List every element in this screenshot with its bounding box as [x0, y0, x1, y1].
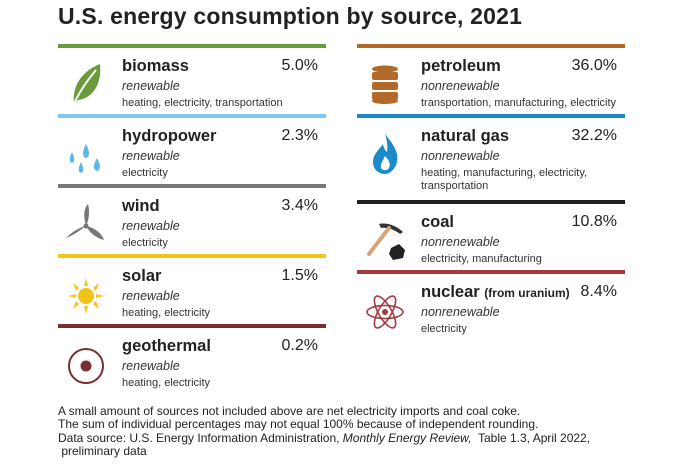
- source-uses: heating, electricity, transportation: [122, 97, 283, 109]
- source-kind: nonrenewable: [421, 305, 500, 319]
- source-kind: renewable: [122, 149, 180, 163]
- source-uses: electricity: [122, 167, 168, 179]
- footnotes: A small amount of sources not included a…: [58, 404, 591, 459]
- footnote-imports: A small amount of sources not included a…: [58, 404, 521, 418]
- leaf-icon: [64, 60, 108, 108]
- source-kind: renewable: [122, 219, 180, 233]
- source-percent: 10.8%: [571, 213, 617, 230]
- source-kind: renewable: [122, 79, 180, 93]
- source-name: nuclear (from uranium): [421, 283, 570, 302]
- source-name: geothermal: [122, 337, 211, 355]
- source-kind: renewable: [122, 359, 180, 373]
- source-kind: nonrenewable: [421, 79, 500, 93]
- source-name: petroleum: [421, 57, 501, 75]
- source-name: coal: [421, 213, 455, 231]
- source-kind: nonrenewable: [421, 235, 500, 249]
- source-card-hydropower: hydropower 2.3% renewable electricity: [58, 114, 326, 184]
- atom-icon: [363, 286, 407, 334]
- oil-barrel-icon: [363, 60, 407, 108]
- water-drops-icon: [64, 130, 108, 178]
- source-name: solar: [122, 267, 162, 285]
- source-card-wind: wind 3.4% renewable electricity: [58, 184, 326, 254]
- source-uses: heating, electricity: [122, 377, 211, 389]
- source-uses: electricity: [421, 323, 467, 335]
- source-name-qualifier: (from uranium): [484, 286, 570, 300]
- source-name: natural gas: [421, 127, 510, 145]
- geothermal-icon: [64, 340, 108, 388]
- page-title: U.S. energy consumption by source, 2021: [58, 3, 523, 29]
- source-name: biomass: [122, 57, 189, 75]
- source-name: wind: [122, 197, 160, 215]
- source-card-nuclear: nuclear (from uranium) 8.4% nonrenewable…: [357, 270, 625, 340]
- source-uses: transportation, manufacturing, electrici…: [421, 97, 617, 109]
- source-percent: 1.5%: [281, 267, 318, 284]
- source-name: hydropower: [122, 127, 217, 145]
- source-uses: electricity: [122, 237, 168, 249]
- source-prefix: Data source: U.S. Energy Information Adm…: [58, 430, 343, 445]
- source-percent: 2.3%: [281, 127, 318, 144]
- source-name-text: nuclear: [421, 283, 480, 301]
- source-percent: 0.2%: [281, 337, 318, 354]
- nonrenewable-column: petroleum 36.0% nonrenewable transportat…: [357, 44, 625, 340]
- source-uses: electricity, manufacturing: [421, 253, 542, 265]
- pickaxe-coal-icon: [363, 216, 407, 264]
- source-kind: nonrenewable: [421, 149, 500, 163]
- footnote-rounding: The sum of individual percentages may no…: [58, 417, 539, 432]
- footnote-preliminary: preliminary data: [58, 444, 147, 459]
- source-percent: 5.0%: [281, 57, 318, 74]
- source-card-petroleum: petroleum 36.0% nonrenewable transportat…: [357, 44, 625, 114]
- source-publication: Monthly Energy Review,: [342, 430, 472, 445]
- source-uses: heating, electricity: [122, 307, 211, 319]
- source-percent: 32.2%: [571, 127, 617, 144]
- renewable-column: biomass 5.0% renewable heating, electric…: [58, 44, 326, 394]
- source-kind: renewable: [122, 289, 180, 303]
- source-suffix: Table 1.3, April 2022,: [471, 430, 591, 445]
- source-card-geothermal: geothermal 0.2% renewable heating, elect…: [58, 324, 326, 394]
- source-uses: heating, manufacturing, electricity, tra…: [421, 167, 588, 192]
- source-percent: 8.4%: [580, 283, 617, 300]
- gas-flame-icon: [363, 130, 407, 178]
- source-card-natural-gas: natural gas 32.2% nonrenewable heating, …: [357, 114, 625, 200]
- source-card-solar: solar 1.5% renewable heating, electricit…: [58, 254, 326, 324]
- footnote-source: Data source: U.S. Energy Information Adm…: [58, 430, 591, 445]
- source-percent: 3.4%: [281, 197, 318, 214]
- source-card-coal: coal 10.8% nonrenewable electricity, man…: [357, 200, 625, 270]
- wind-turbine-icon: [64, 200, 108, 248]
- sun-icon: [64, 270, 108, 318]
- source-percent: 36.0%: [571, 57, 617, 74]
- source-card-biomass: biomass 5.0% renewable heating, electric…: [58, 44, 326, 114]
